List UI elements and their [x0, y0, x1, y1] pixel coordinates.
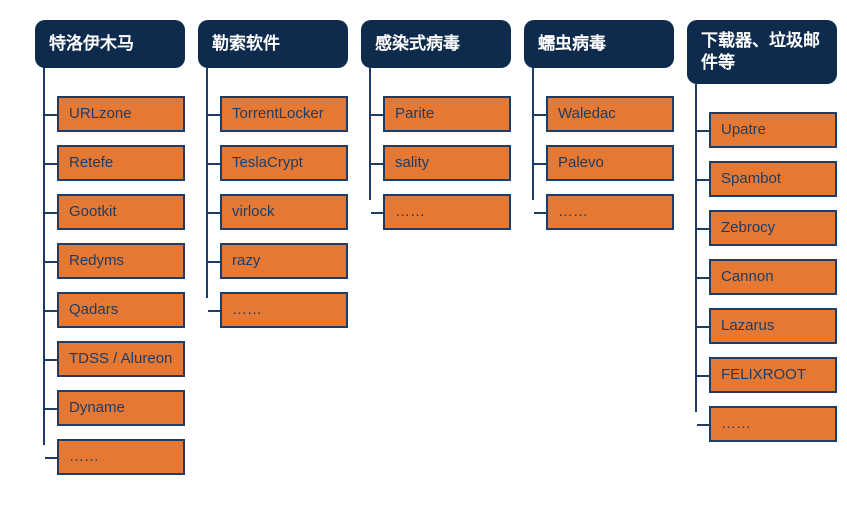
list-item: virlock	[220, 194, 348, 230]
list-item: ……	[57, 439, 185, 475]
list-item: Zebrocy	[709, 210, 837, 246]
list-item: razy	[220, 243, 348, 279]
category-header: 蠕虫病毒	[524, 20, 674, 68]
list-item: Palevo	[546, 145, 674, 181]
category-items: Waledac Palevo ……	[524, 68, 674, 230]
category-header: 勒索软件	[198, 20, 348, 68]
list-item: TorrentLocker	[220, 96, 348, 132]
list-item: Dyname	[57, 390, 185, 426]
category-column: 特洛伊木马 URLzone Retefe Gootkit Redyms Qadars TDS…	[35, 20, 185, 488]
list-item: FELIXROOT	[709, 357, 837, 393]
category-items: URLzone Retefe Gootkit Redyms Qadars TDSS / A…	[35, 68, 185, 475]
category-items: Parite sality ……	[361, 68, 511, 230]
category-column: 感染式病毒 Parite sality ……	[361, 20, 511, 243]
list-item: URLzone	[57, 96, 185, 132]
category-header: 感染式病毒	[361, 20, 511, 68]
list-item: sality	[383, 145, 511, 181]
category-header: 特洛伊木马	[35, 20, 185, 68]
category-items: TorrentLocker TeslaCrypt virlock razy ……	[198, 68, 348, 328]
list-item: Upatre	[709, 112, 837, 148]
list-item: Qadars	[57, 292, 185, 328]
list-item: Spambot	[709, 161, 837, 197]
list-item: Cannon	[709, 259, 837, 295]
category-column: 勒索软件 TorrentLocker TeslaCrypt virlock razy ……	[198, 20, 348, 341]
list-item: Redyms	[57, 243, 185, 279]
category-header: 下载器、垃圾邮件等	[687, 20, 837, 84]
list-item: ……	[709, 406, 837, 442]
list-item: Gootkit	[57, 194, 185, 230]
category-column: 蠕虫病毒 Waledac Palevo ……	[524, 20, 674, 243]
list-item: Parite	[383, 96, 511, 132]
list-item: Retefe	[57, 145, 185, 181]
list-item: TeslaCrypt	[220, 145, 348, 181]
category-column: 下载器、垃圾邮件等 Upatre Spambot Zebrocy Cannon Lazar…	[687, 20, 837, 455]
list-item: ……	[383, 194, 511, 230]
category-items: Upatre Spambot Zebrocy Cannon Lazarus FELIXRO…	[687, 84, 837, 442]
list-item: TDSS / Alureon	[57, 341, 185, 377]
list-item: ……	[220, 292, 348, 328]
list-item: ……	[546, 194, 674, 230]
list-item: Lazarus	[709, 308, 837, 344]
list-item: Waledac	[546, 96, 674, 132]
